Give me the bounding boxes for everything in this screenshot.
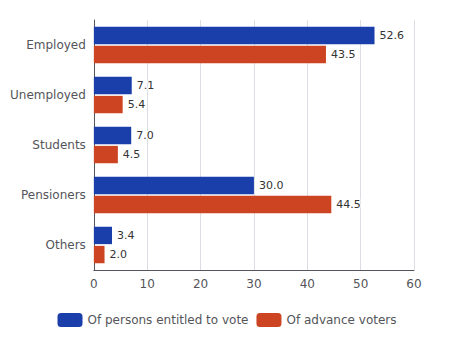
svg-text:Pensioners: Pensioners <box>21 188 86 202</box>
svg-text:5.4: 5.4 <box>128 98 146 111</box>
svg-text:30.0: 30.0 <box>259 179 284 192</box>
svg-text:20: 20 <box>193 277 208 291</box>
svg-text:52.6: 52.6 <box>380 29 405 42</box>
svg-text:Of advance voters: Of advance voters <box>286 313 396 327</box>
svg-text:44.5: 44.5 <box>336 198 361 211</box>
svg-text:0: 0 <box>90 277 98 291</box>
svg-text:4.5: 4.5 <box>123 148 141 161</box>
svg-text:10: 10 <box>140 277 155 291</box>
svg-text:Others: Others <box>46 238 86 252</box>
svg-text:Employed: Employed <box>26 38 86 52</box>
svg-text:50: 50 <box>353 277 368 291</box>
svg-text:3.4: 3.4 <box>117 229 135 242</box>
svg-text:7.1: 7.1 <box>137 79 155 92</box>
svg-text:60: 60 <box>406 277 421 291</box>
svg-text:40: 40 <box>300 277 315 291</box>
svg-text:Unemployed: Unemployed <box>10 88 86 102</box>
svg-text:43.5: 43.5 <box>331 48 356 61</box>
svg-text:Of persons entitled to vote: Of persons entitled to vote <box>88 313 249 327</box>
svg-text:Students: Students <box>32 138 86 152</box>
svg-text:30: 30 <box>246 277 261 291</box>
svg-text:2.0: 2.0 <box>110 248 128 261</box>
svg-text:7.0: 7.0 <box>136 129 154 142</box>
